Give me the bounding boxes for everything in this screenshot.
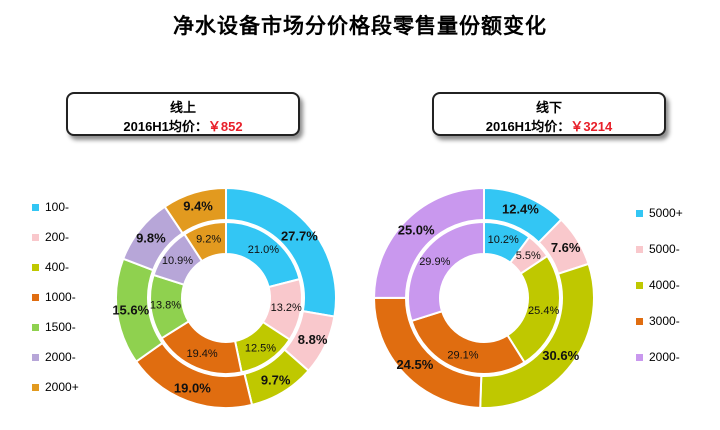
offline-legend-label: 5000- xyxy=(649,242,680,256)
offline-outer-label-2: 30.6% xyxy=(542,348,579,363)
online-avg-price-label: 2016H1均价： xyxy=(123,119,208,134)
offline-outer-label-4: 25.0% xyxy=(398,223,435,238)
online-legend-label: 2000+ xyxy=(45,380,79,394)
online-inner-slice-6 xyxy=(183,220,227,263)
online-legend-item: 100- xyxy=(32,200,69,214)
online-outer-label-1: 8.8% xyxy=(298,332,328,347)
online-legend-swatch xyxy=(32,294,39,302)
offline-legend-label: 4000- xyxy=(649,278,680,292)
online-legend-label: 1500- xyxy=(45,320,76,334)
online-inner-label-2: 12.5% xyxy=(245,342,276,354)
online-inner-label-4: 13.8% xyxy=(150,300,181,312)
offline-legend-item: 4000- xyxy=(636,278,680,292)
offline-inner-slice-4 xyxy=(407,220,485,323)
offline-legend-swatch xyxy=(636,282,643,290)
offline-inner-label-1: 5.5% xyxy=(516,250,541,262)
online-legend-swatch xyxy=(32,264,39,272)
offline-legend: 5000+ 5000- 4000- 3000- 2000- xyxy=(636,206,716,386)
offline-legend-label: 2000- xyxy=(649,350,680,364)
offline-outer-label-1: 7.6% xyxy=(551,240,581,255)
offline-avg-price-value: ￥3214 xyxy=(570,119,613,134)
offline-legend-item: 5000- xyxy=(636,242,680,256)
online-legend-item: 400- xyxy=(32,260,69,274)
offline-outer-label-3: 24.5% xyxy=(396,357,433,372)
online-avg-price-value: ￥852 xyxy=(207,119,243,134)
online-legend-swatch xyxy=(32,234,39,242)
offline-legend-swatch xyxy=(636,318,643,326)
offline-box-title: 线下 xyxy=(535,100,562,115)
online-inner-label-6: 9.2% xyxy=(196,234,221,246)
offline-inner-label-2: 25.4% xyxy=(528,305,559,317)
online-legend-item: 200- xyxy=(32,230,69,244)
online-donut-chart: 27.7% 8.8% 9.7% 19.0% 15.6% 9.8% 9.4% 21.0% 13.2… xyxy=(112,186,337,409)
online-outer-label-4: 15.6% xyxy=(112,303,149,318)
online-inner-label-5: 10.9% xyxy=(162,255,193,267)
online-legend-swatch xyxy=(32,204,39,212)
online-outer-label-3: 19.0% xyxy=(174,380,211,395)
online-legend-label: 100- xyxy=(45,200,70,214)
offline-avg-price-label: 2016H1均价： xyxy=(485,119,571,134)
online-legend-label: 1000- xyxy=(45,290,76,304)
offline-legend-swatch xyxy=(636,246,643,254)
online-legend-label: 2000- xyxy=(45,350,76,364)
online-legend: 100- 200- 400- 1000- 1500- 2000- 2000+ xyxy=(32,200,112,400)
online-outer-label-0: 27.7% xyxy=(281,229,318,244)
online-box-title: 线上 xyxy=(169,100,196,115)
offline-inner-label-3: 29.1% xyxy=(447,349,478,361)
online-legend-label: 400- xyxy=(45,260,70,274)
offline-legend-item: 5000+ xyxy=(636,206,683,220)
offline-legend-label: 3000- xyxy=(649,314,680,328)
offline-legend-item: 2000- xyxy=(636,350,680,364)
offline-legend-swatch xyxy=(636,210,643,218)
online-inner-label-3: 19.4% xyxy=(187,348,218,360)
online-legend-item: 1000- xyxy=(32,290,76,304)
online-outer-slice-6 xyxy=(163,186,227,235)
offline-info-box: 线下 2016H1均价：￥3214 xyxy=(432,92,666,136)
online-legend-item: 1500- xyxy=(32,320,76,334)
online-legend-item: 2000- xyxy=(32,350,76,364)
online-legend-swatch xyxy=(32,384,39,392)
page-title: 净水设备市场分价格段零售量份额变化 xyxy=(173,15,547,38)
online-outer-label-2: 9.7% xyxy=(261,373,291,388)
online-legend-swatch xyxy=(32,324,39,332)
offline-outer-label-0: 12.4% xyxy=(502,202,539,217)
offline-inner-label-4: 29.9% xyxy=(419,256,450,268)
online-legend-item: 2000+ xyxy=(32,380,79,394)
online-box-subtitle: 2016H1均价：￥852 xyxy=(68,117,298,136)
online-info-box: 线上 2016H1均价：￥852 xyxy=(66,92,300,136)
offline-inner-label-0: 10.2% xyxy=(488,234,519,246)
online-inner-label-0: 21.0% xyxy=(248,244,279,256)
online-inner-label-1: 13.2% xyxy=(271,302,302,314)
offline-outer-slice-4 xyxy=(372,186,485,299)
offline-donut-chart: 12.4% 7.6% 30.6% 24.5% 25.0% 10.2% 5.5% 25.4% 29… xyxy=(372,186,595,409)
online-outer-label-6: 9.4% xyxy=(183,199,213,214)
offline-inner-slice-3 xyxy=(410,310,526,375)
online-legend-swatch xyxy=(32,354,39,362)
offline-legend-item: 3000- xyxy=(636,314,680,328)
online-outer-label-5: 9.8% xyxy=(136,231,166,246)
offline-legend-label: 5000+ xyxy=(649,206,683,220)
offline-legend-swatch xyxy=(636,354,643,362)
online-legend-label: 200- xyxy=(45,230,70,244)
offline-box-subtitle: 2016H1均价：￥3214 xyxy=(434,117,664,136)
